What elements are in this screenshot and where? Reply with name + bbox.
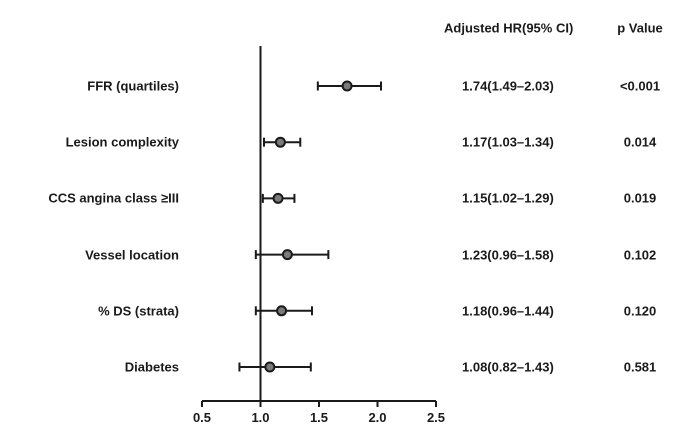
x-tick-label: 1.5 (310, 410, 328, 425)
hr-point (264, 361, 276, 373)
p-value: 0.120 (623, 303, 657, 319)
estimate-column-header: Adjusted HR(95% CI) (444, 20, 574, 36)
hr-point (341, 80, 353, 92)
x-tick-label: 0.5 (193, 410, 211, 425)
row-label: Lesion complexity (65, 134, 179, 150)
hr-point (281, 249, 293, 261)
hr-ci-value: 1.23(0.96–1.58) (462, 247, 554, 263)
hr-ci-value: 1.18(0.96–1.44) (462, 303, 554, 319)
hr-point (276, 305, 288, 317)
hr-point (274, 136, 286, 148)
p-value: 0.019 (623, 190, 657, 206)
hr-ci-value: 1.08(0.82–1.43) (462, 359, 554, 375)
hr-ci-value: 1.74(1.49–2.03) (462, 78, 554, 94)
row-label: Diabetes (124, 359, 179, 375)
x-tick-label: 2.0 (368, 410, 386, 425)
p-value: <0.001 (619, 78, 661, 94)
row-label: % DS (strata) (98, 303, 179, 319)
hr-ci-value: 1.15(1.02–1.29) (462, 190, 554, 206)
hr-ci-value: 1.17(1.03–1.34) (462, 134, 554, 150)
hr-point (272, 192, 284, 204)
p-value: 0.014 (623, 134, 657, 150)
row-label: Vessel location (85, 247, 179, 263)
row-label: FFR (quartiles) (87, 78, 179, 94)
p-value: 0.581 (623, 359, 657, 375)
row-label: CCS angina class ≥III (48, 190, 179, 206)
x-tick-label: 2.5 (427, 410, 445, 425)
p-value: 0.102 (623, 247, 657, 263)
p-value-column-header: p Value (617, 20, 663, 36)
x-tick-label: 1.0 (251, 410, 269, 425)
